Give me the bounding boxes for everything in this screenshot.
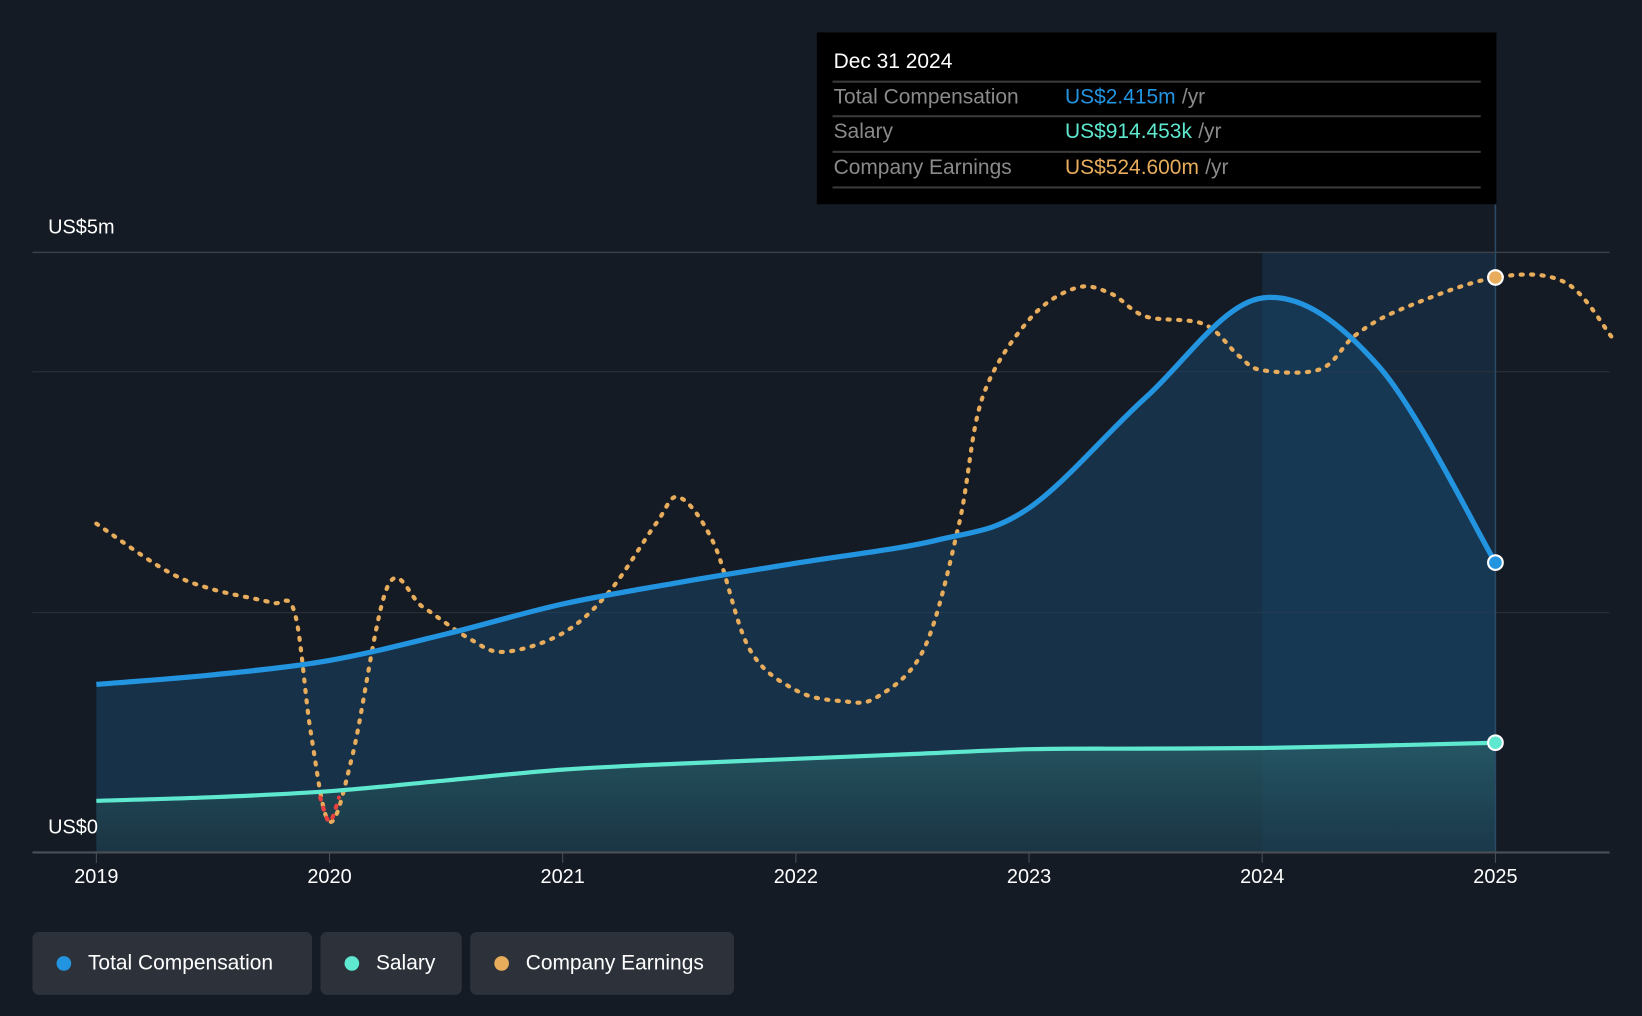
legend-label: Salary (375, 951, 436, 975)
tooltip-label: Salary (833, 120, 893, 144)
tooltip-value: US$524.600m (1065, 156, 1199, 180)
company-earnings-point[interactable] (1487, 269, 1504, 286)
legend-salary[interactable]: Salary (320, 932, 462, 995)
legend-company-earnings[interactable]: Company Earnings (470, 932, 735, 995)
legend-label: Total Compensation (87, 951, 274, 975)
x-tick-label: 2019 (74, 866, 119, 889)
tooltip-label: Company Earnings (833, 156, 1012, 180)
tooltip-date: Dec 31 2024 (833, 50, 953, 74)
x-tick-label: 2024 (1240, 866, 1285, 889)
y-tick-label-0: US$0 (48, 816, 98, 839)
tooltip-value: US$914.453k (1065, 120, 1192, 144)
tooltip-row-company-earnings: Company Earnings US$524.600m/yr (832, 150, 1481, 189)
tooltip-label: Total Compensation (833, 85, 1019, 109)
tooltip-row-total-compensation: Total Compensation US$2.415m/yr (832, 80, 1481, 117)
legend-dot-icon (56, 956, 72, 971)
salary-point[interactable] (1487, 734, 1504, 752)
legend-dot-icon (344, 956, 360, 971)
tooltip-unit: /yr (1205, 156, 1229, 180)
salary-line (96, 740, 1496, 803)
x-tick-label: 2023 (1006, 866, 1052, 889)
tooltip-value: US$2.415m (1065, 85, 1176, 109)
company-earnings-line (94, 272, 1615, 824)
tooltip-row-salary: Salary US$914.453k/yr (832, 115, 1481, 151)
total-compensation-point[interactable] (1487, 554, 1504, 571)
legend-total-compensation[interactable]: Total Compensation (32, 932, 313, 995)
company-earnings-negative-segment (318, 795, 341, 824)
salary-area (96, 742, 1496, 853)
tooltip-unit: /yr (1198, 120, 1222, 144)
x-tick-label: 2022 (773, 866, 819, 889)
legend-dot-icon (494, 956, 509, 971)
tooltip-unit: /yr (1181, 85, 1206, 109)
x-tick-label: 2021 (540, 866, 585, 889)
x-tick-label: 2020 (307, 866, 352, 889)
x-tick-label: 2025 (1473, 866, 1518, 889)
tooltip: Dec 31 2024 Total Compensation US$2.415m /… (816, 32, 1497, 205)
total-compensation-line (96, 294, 1498, 688)
y-tick-label-5m: US$5m (48, 216, 115, 239)
legend-label: Company Earnings (525, 951, 704, 975)
total-compensation-area (96, 297, 1496, 853)
